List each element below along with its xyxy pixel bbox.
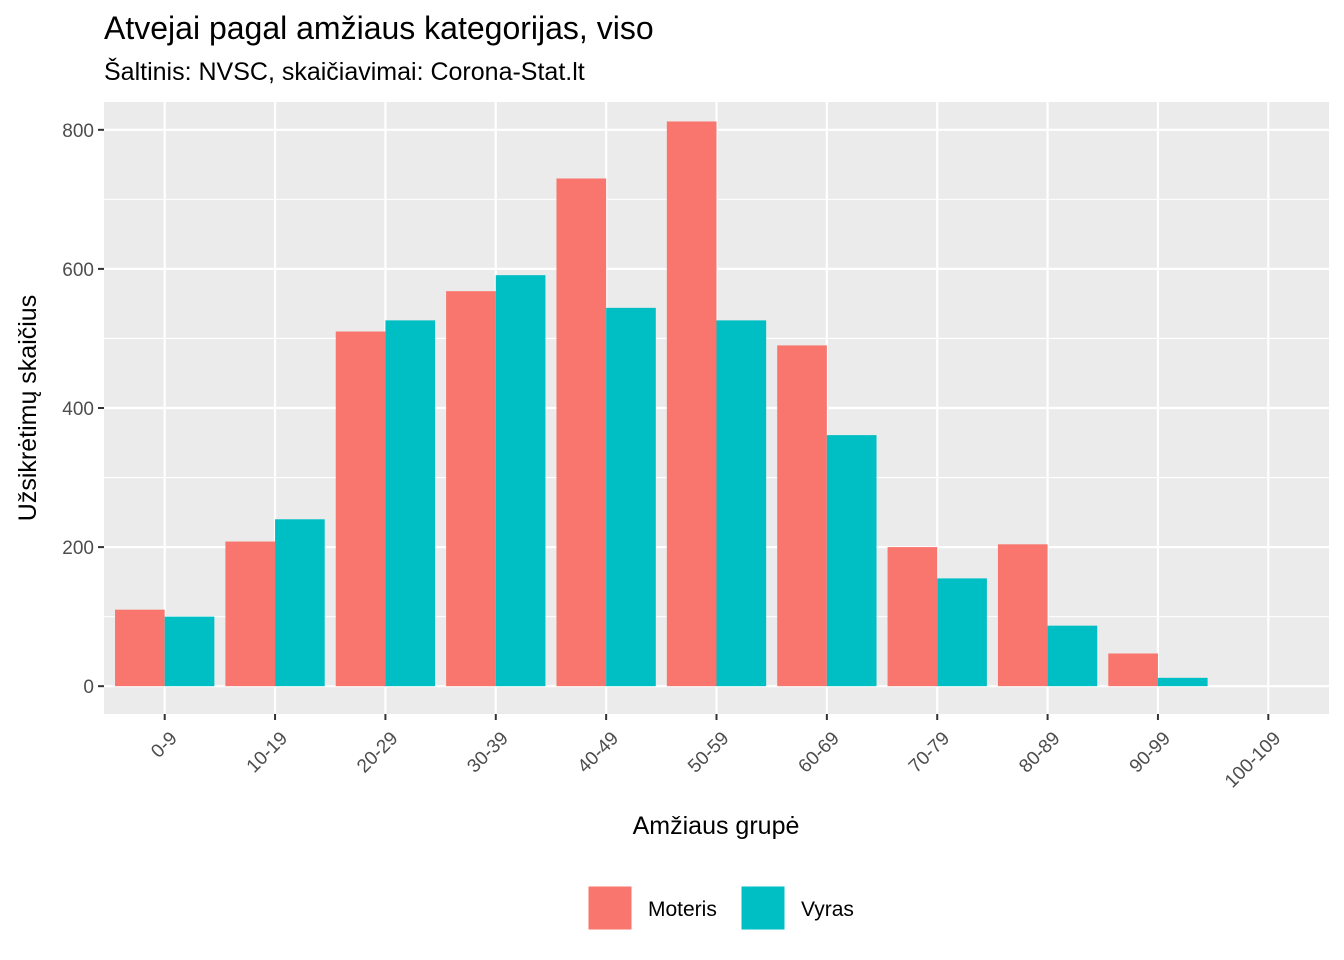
- bars: [115, 121, 1208, 687]
- x-tick-label: 100-109: [1221, 728, 1285, 792]
- bar-vyras-30-39: [495, 275, 546, 687]
- bar-vyras-70-79: [937, 578, 987, 687]
- bar-moteris-90-99: [1108, 653, 1158, 687]
- x-tick-label: 10-19: [243, 728, 292, 777]
- x-tick-label: 90-99: [1126, 728, 1175, 777]
- bar-moteris-50-59: [666, 121, 717, 687]
- x-tick-label: 80-89: [1015, 728, 1064, 777]
- y-tick-label: 0: [83, 677, 94, 698]
- y-tick-label: 800: [62, 121, 94, 142]
- y-tick-label: 400: [62, 399, 94, 420]
- bar-vyras-0-9: [164, 616, 215, 687]
- bar-vyras-90-99: [1157, 677, 1208, 687]
- chart-subtitle: Šaltinis: NVSC, skaičiavimai: Corona-Sta…: [104, 58, 585, 86]
- legend-label-vyras: Vyras: [801, 898, 854, 921]
- bar-vyras-50-59: [716, 320, 767, 687]
- y-axis-title: Užsikrėtimų skaičius: [14, 295, 42, 521]
- bar-vyras-40-49: [606, 307, 656, 687]
- bar-vyras-80-89: [1047, 625, 1098, 687]
- bar-moteris-30-39: [446, 291, 496, 687]
- legend: Moteris Vyras: [587, 885, 854, 931]
- x-axis: 0-9 10-19 20-29 30-39 40-49 50-59 60-69 70-79 80…: [147, 714, 1285, 792]
- y-tick-label: 600: [62, 260, 94, 281]
- x-axis-title: Amžiaus grupė: [633, 812, 800, 840]
- bar-moteris-0-9: [115, 609, 165, 687]
- x-tick-label: 50-59: [684, 728, 733, 777]
- bar-vyras-10-19: [275, 519, 325, 687]
- bar-moteris-10-19: [225, 541, 276, 687]
- bar-moteris-80-89: [997, 544, 1048, 687]
- legend-key-moteris: [587, 885, 633, 931]
- bar-vyras-60-69: [826, 435, 877, 687]
- bar-moteris-70-79: [887, 547, 938, 687]
- x-tick-label: 40-49: [574, 728, 623, 777]
- bar-moteris-60-69: [777, 345, 827, 687]
- legend-key-vyras: [740, 885, 786, 931]
- y-axis: 0 200 400 600 800: [62, 121, 104, 698]
- x-tick-label: 20-29: [353, 728, 402, 777]
- x-tick-label: 70-79: [905, 728, 954, 777]
- bar-moteris-20-29: [335, 331, 386, 687]
- legend-label-moteris: Moteris: [648, 898, 717, 921]
- bar-vyras-20-29: [385, 320, 436, 687]
- x-tick-label: 0-9: [147, 728, 181, 762]
- x-tick-label: 60-69: [795, 728, 844, 777]
- x-tick-label: 30-39: [463, 728, 512, 777]
- y-tick-label: 200: [62, 538, 94, 559]
- chart-title: Atvejai pagal amžiaus kategorijas, viso: [104, 10, 654, 46]
- bar-moteris-40-49: [556, 178, 607, 687]
